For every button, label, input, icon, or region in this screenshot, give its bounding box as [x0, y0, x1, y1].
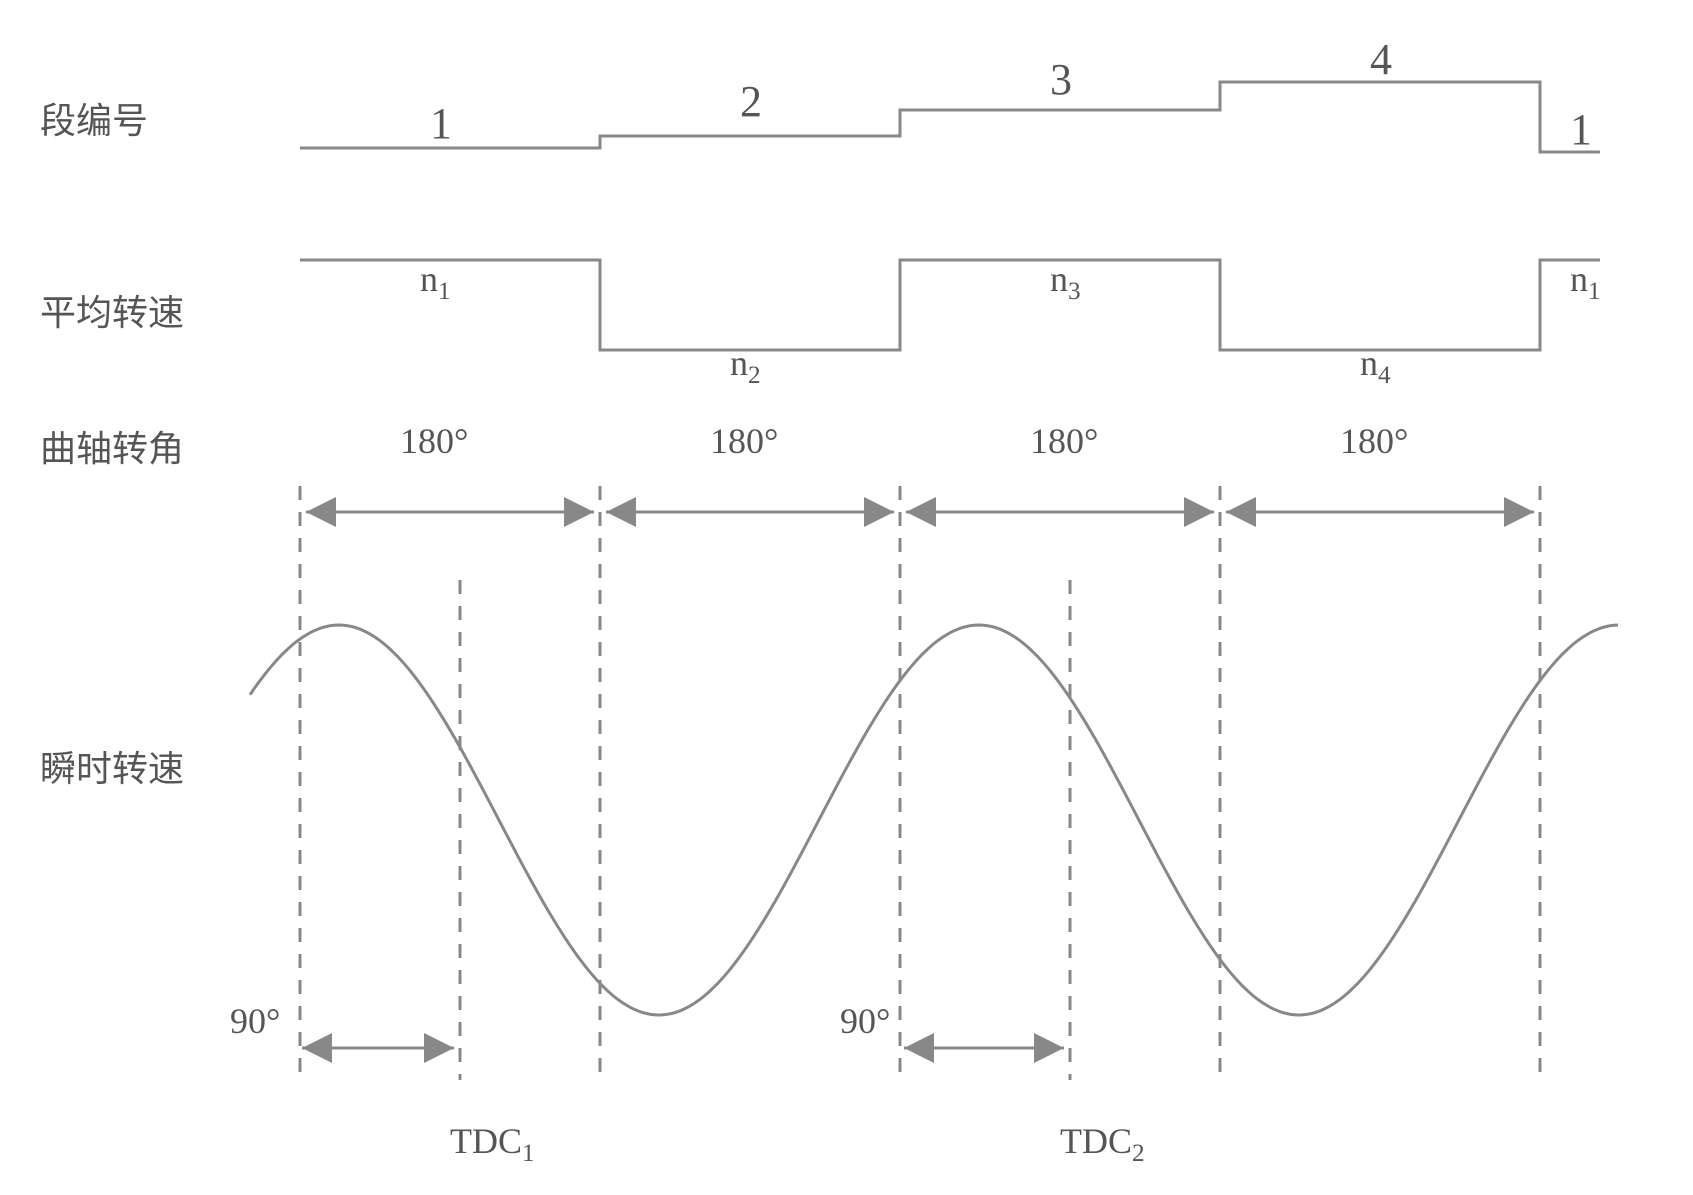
tdc-label: TDC2	[1060, 1120, 1145, 1168]
avg-speed-label: n3	[1050, 258, 1081, 306]
crank-angle-text: 180°	[1340, 420, 1408, 462]
segment-number: 4	[1370, 34, 1392, 85]
segment-number: 3	[1050, 54, 1072, 105]
avg-speed-label: n2	[730, 342, 761, 390]
engine-speed-diagram: 段编号 平均转速 曲轴转角 瞬时转速 12341n1n2n3n4n1180°18…	[40, 40, 1640, 1140]
phase-text: 90°	[230, 1000, 280, 1042]
diagram-svg	[40, 40, 1640, 1140]
avg-speed-label: n1	[1570, 258, 1601, 306]
avg-speed-label: n4	[1360, 342, 1391, 390]
crank-angle-text: 180°	[710, 420, 778, 462]
phase-text: 90°	[840, 1000, 890, 1042]
segment-number: 1	[430, 98, 452, 149]
segment-number: 2	[740, 76, 762, 127]
segment-number: 1	[1570, 104, 1592, 155]
avg-speed-label: n1	[420, 258, 451, 306]
crank-angle-text: 180°	[1030, 420, 1098, 462]
crank-angle-text: 180°	[400, 420, 468, 462]
tdc-label: TDC1	[450, 1120, 535, 1168]
